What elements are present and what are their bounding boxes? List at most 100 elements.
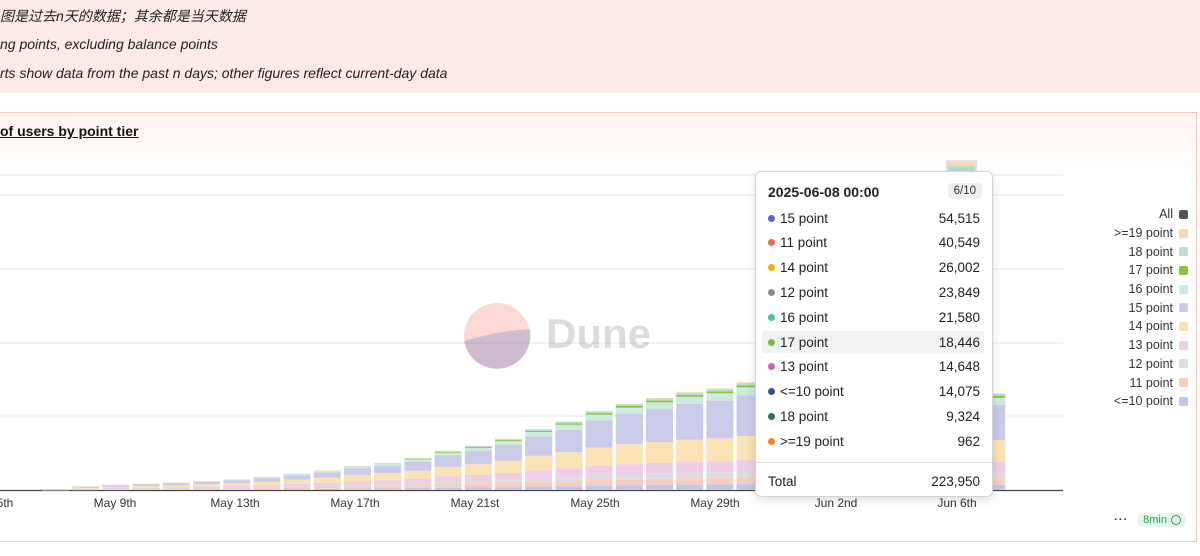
bar-segment[interactable] [253,477,281,479]
bar-segment[interactable] [223,483,251,486]
bar-segment[interactable] [676,461,704,473]
bar-segment[interactable] [404,458,432,460]
bar-segment[interactable] [615,474,643,480]
bar-segment[interactable] [374,463,402,466]
bar-segment[interactable] [434,476,462,483]
bar-segment[interactable] [404,478,432,484]
bar-segment[interactable] [555,423,583,425]
legend-item[interactable]: 16 point [1114,280,1188,299]
more-options-icon[interactable]: ··· [1114,514,1129,526]
bar-segment[interactable] [223,479,251,481]
bar-segment[interactable] [193,481,220,485]
bar-segment[interactable] [253,488,281,490]
bar-segment[interactable] [253,484,281,488]
legend-item[interactable]: 17 point [1114,261,1188,280]
bar-segment[interactable] [464,446,492,448]
bar-segment[interactable] [646,402,673,410]
legend-item[interactable]: <=10 point [1114,392,1188,411]
bar-segment[interactable] [374,465,402,474]
bar-segment[interactable] [495,483,522,488]
bar-segment[interactable] [374,488,402,490]
bar-segment[interactable] [706,389,734,392]
bar-segment[interactable] [525,430,553,433]
bar-segment[interactable] [374,473,402,481]
bar-segment[interactable] [706,388,734,390]
chart-title[interactable]: of users by point tier [0,123,139,139]
bar-segment[interactable] [132,484,160,487]
bar-segment[interactable] [525,436,553,456]
bar-segment[interactable] [495,472,522,481]
bar-segment[interactable] [434,450,462,452]
bar-segment[interactable] [223,480,251,484]
bar-segment[interactable] [313,470,341,473]
bar-segment[interactable] [162,482,190,484]
bar-segment[interactable] [736,387,764,396]
bar-segment[interactable] [676,478,704,485]
bar-segment[interactable] [646,400,673,403]
bar-segment[interactable] [283,487,311,490]
bar-segment[interactable] [495,444,522,461]
bar-segment[interactable] [585,420,613,448]
bar-segment[interactable] [495,440,522,442]
bar-segment[interactable] [344,474,371,482]
bar-segment[interactable] [525,455,553,471]
bar-segment[interactable] [283,489,311,490]
bar-segment[interactable] [434,487,462,490]
legend-item[interactable]: All [1114,205,1188,224]
bar-segment[interactable] [615,479,643,486]
bar-segment[interactable] [525,429,553,431]
bar-segment[interactable] [313,482,341,486]
bar-segment[interactable] [162,487,190,489]
bar-segment[interactable] [344,488,371,490]
bar-segment[interactable] [706,438,734,462]
bar-segment[interactable] [434,452,462,456]
bar-segment[interactable] [404,461,432,471]
bar-segment[interactable] [646,398,673,401]
bar-segment[interactable] [434,484,462,488]
bar-segment[interactable] [676,396,704,404]
bar-segment[interactable] [495,487,522,490]
bar-segment[interactable] [162,483,190,486]
bar-segment[interactable] [676,403,704,440]
bar-segment[interactable] [555,477,583,482]
bar-segment[interactable] [676,472,704,479]
bar-segment[interactable] [162,488,190,490]
bar-segment[interactable] [464,447,492,448]
bar-segment[interactable] [313,485,341,488]
bar-segment[interactable] [404,485,432,489]
bar-segment[interactable] [646,478,673,485]
bar-segment[interactable] [374,484,402,487]
bar-segment[interactable] [676,439,704,462]
legend-item[interactable]: 15 point [1114,298,1188,317]
bar-segment[interactable] [706,477,734,485]
bar-segment[interactable] [736,382,764,383]
bar-segment[interactable] [193,484,220,487]
bar-segment[interactable] [948,165,975,176]
bar-segment[interactable] [283,475,311,480]
bar-segment[interactable] [555,421,583,424]
bar-segment[interactable] [555,452,583,469]
bar-segment[interactable] [72,488,100,490]
bar-segment[interactable] [193,486,220,489]
bar-segment[interactable] [102,486,130,489]
bar-segment[interactable] [495,460,522,473]
bar-segment[interactable] [344,481,371,486]
bar-segment[interactable] [706,400,734,439]
bar-segment[interactable] [646,484,673,490]
bar-segment[interactable] [464,474,492,482]
bar-segment[interactable] [374,480,402,485]
bar-segment[interactable] [495,480,522,484]
bar-segment[interactable] [193,488,220,490]
bar-segment[interactable] [404,483,432,486]
bar-segment[interactable] [434,482,462,485]
bar-segment[interactable] [434,466,462,477]
bar-segment[interactable] [585,447,613,466]
bar-segment[interactable] [253,478,281,482]
bar-segment[interactable] [72,487,100,489]
bar-segment[interactable] [495,441,522,445]
bar-segment[interactable] [253,489,281,490]
bar-segment[interactable] [646,442,673,463]
bar-segment[interactable] [283,474,311,476]
bar-segment[interactable] [555,424,583,430]
bar-segment[interactable] [706,484,734,490]
